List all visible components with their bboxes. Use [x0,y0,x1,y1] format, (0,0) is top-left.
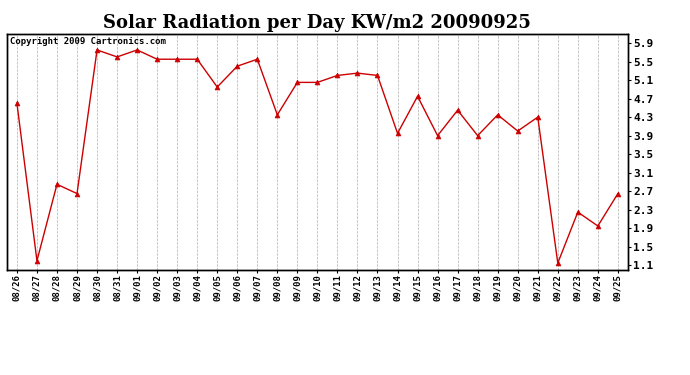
Text: Copyright 2009 Cartronics.com: Copyright 2009 Cartronics.com [10,37,166,46]
Title: Solar Radiation per Day KW/m2 20090925: Solar Radiation per Day KW/m2 20090925 [104,14,531,32]
